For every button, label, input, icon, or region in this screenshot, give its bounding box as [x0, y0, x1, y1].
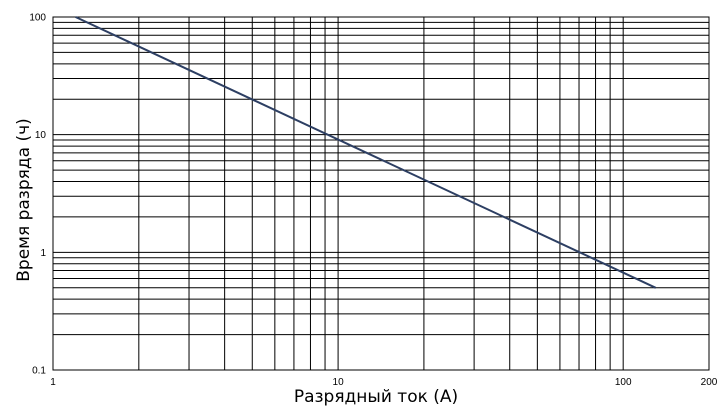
y-tick-label: 0.1: [32, 366, 46, 377]
y-tick-label: 10: [35, 130, 47, 141]
series-layer: [75, 16, 657, 289]
x-tick-label: 200: [701, 377, 718, 388]
x-tick-label: 100: [615, 377, 632, 388]
tick-labels: 1 10 100 200 100 10 1 0.1: [29, 13, 717, 389]
x-tick-label: 10: [333, 377, 345, 388]
plot-frame: [52, 16, 710, 371]
grid-lines: [52, 17, 710, 371]
x-tick-label: 1: [50, 377, 56, 388]
y-tick-label: 100: [29, 13, 46, 24]
series-line-0: [75, 16, 657, 289]
y-axis-title: Время разряда (ч): [14, 118, 34, 282]
y-tick-label: 1: [40, 248, 46, 259]
x-axis-title: Разрядный ток (A): [294, 387, 458, 407]
